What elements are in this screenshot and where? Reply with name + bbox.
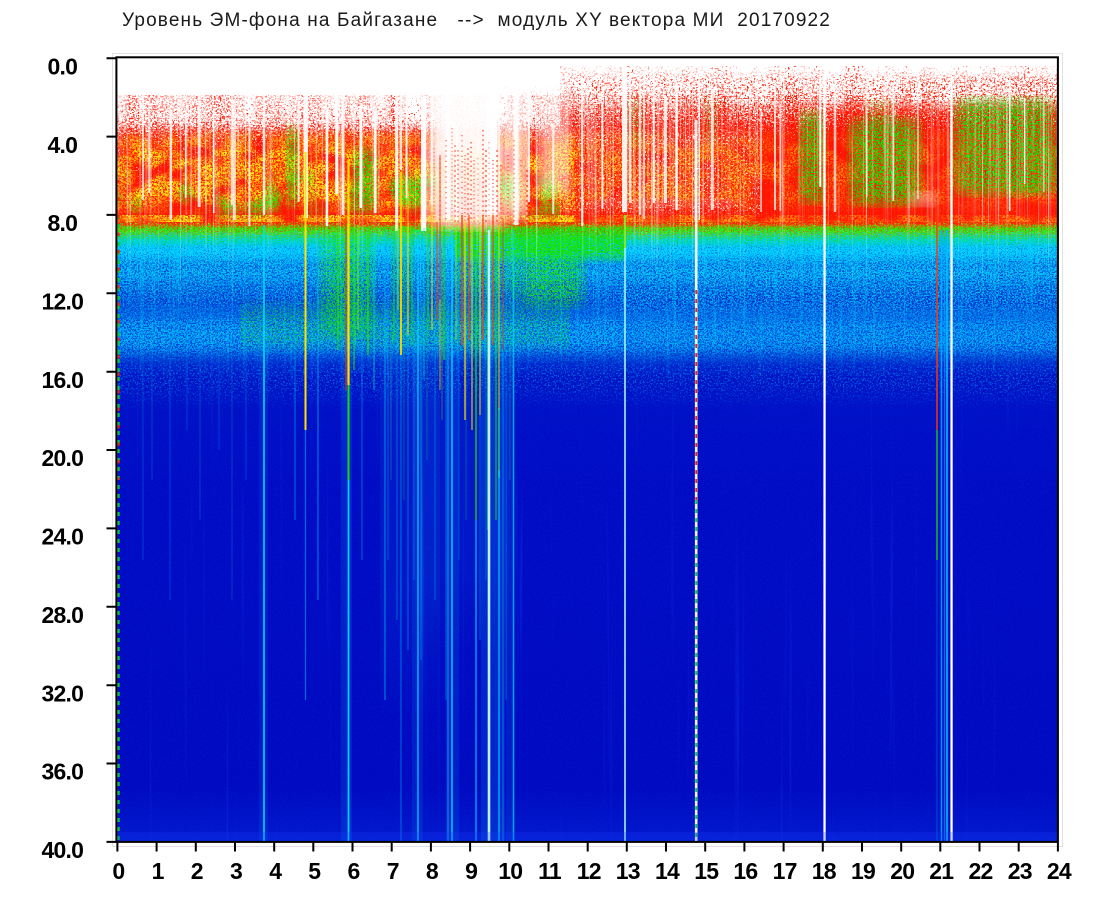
svg-text:20: 20: [890, 858, 914, 884]
svg-text:16.0: 16.0: [42, 367, 84, 393]
svg-text:5: 5: [308, 858, 321, 884]
svg-text:36.0: 36.0: [42, 759, 84, 785]
svg-text:17: 17: [773, 858, 797, 884]
svg-text:19: 19: [851, 858, 875, 884]
svg-text:2: 2: [191, 858, 203, 884]
svg-text:21: 21: [929, 858, 954, 884]
svg-text:3: 3: [230, 858, 242, 884]
svg-text:15: 15: [694, 858, 719, 884]
svg-text:12: 12: [577, 858, 601, 884]
svg-text:6: 6: [348, 858, 360, 884]
svg-text:9: 9: [465, 858, 477, 884]
svg-text:11: 11: [538, 858, 562, 884]
svg-text:Уровень ЭМ-фона на Байгазане: Уровень ЭМ-фона на Байгазане --> модуль …: [122, 10, 831, 31]
svg-text:24: 24: [1047, 858, 1072, 884]
svg-text:23: 23: [1008, 858, 1032, 884]
svg-text:10: 10: [498, 858, 522, 884]
svg-text:28.0: 28.0: [42, 602, 84, 628]
svg-text:8: 8: [426, 858, 439, 884]
svg-text:0: 0: [112, 858, 124, 884]
svg-text:4.0: 4.0: [48, 132, 78, 158]
svg-text:0.0: 0.0: [48, 53, 78, 79]
svg-text:1: 1: [152, 858, 165, 884]
svg-text:40.0: 40.0: [42, 837, 84, 863]
svg-text:18: 18: [812, 858, 837, 884]
svg-text:20.0: 20.0: [42, 445, 84, 471]
svg-text:4: 4: [269, 858, 282, 884]
svg-text:16: 16: [733, 858, 757, 884]
svg-text:24.0: 24.0: [42, 524, 84, 550]
svg-text:14: 14: [655, 858, 680, 884]
svg-text:12.0: 12.0: [42, 289, 84, 315]
svg-text:22: 22: [969, 858, 993, 884]
svg-text:13: 13: [616, 858, 640, 884]
svg-text:32.0: 32.0: [42, 680, 84, 706]
svg-text:7: 7: [387, 858, 399, 884]
svg-text:8.0: 8.0: [48, 210, 78, 236]
